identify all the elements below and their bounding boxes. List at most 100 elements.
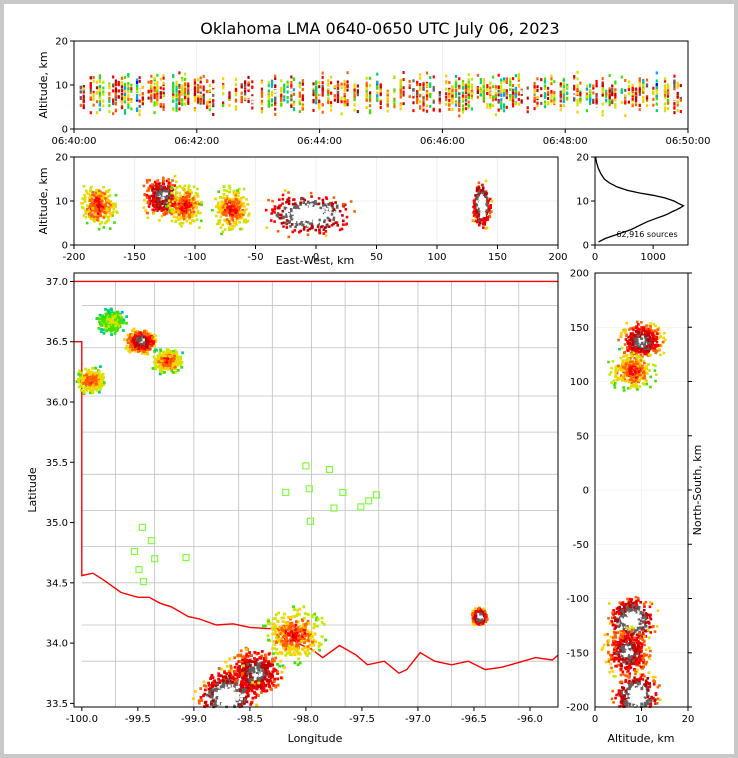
source-mark <box>422 96 425 100</box>
source-mark <box>666 83 670 87</box>
source-mark <box>224 208 227 212</box>
source-mark <box>489 86 492 90</box>
source-mark <box>96 205 100 209</box>
source-mark <box>485 197 489 200</box>
source-mark <box>260 93 264 97</box>
source-mark <box>117 95 120 99</box>
source-mark <box>301 94 304 98</box>
source-mark <box>286 96 289 100</box>
source-mark <box>150 84 153 88</box>
source-mark <box>318 103 321 107</box>
source-mark <box>234 83 238 87</box>
source-mark <box>306 233 310 237</box>
source-mark <box>241 210 244 214</box>
source-mark <box>199 85 202 89</box>
source-mark <box>481 218 484 222</box>
source-mark <box>290 84 293 88</box>
source-mark <box>184 216 188 220</box>
source-mark <box>152 355 156 359</box>
source-mark <box>135 78 139 82</box>
source-mark <box>285 213 288 216</box>
source-mark <box>318 81 321 85</box>
source-mark <box>297 213 301 216</box>
source-mark <box>497 85 500 89</box>
source-mark <box>330 204 334 207</box>
source-mark <box>365 95 368 99</box>
source-mark <box>445 92 448 96</box>
source-mark <box>192 185 196 189</box>
source-mark <box>175 80 178 84</box>
source-mark <box>111 316 115 320</box>
source-mark <box>130 107 133 111</box>
source-mark <box>156 89 159 93</box>
source-mark <box>287 235 291 239</box>
source-mark <box>199 76 202 80</box>
source-mark <box>302 209 305 212</box>
source-mark <box>356 97 359 101</box>
source-mark <box>121 329 125 332</box>
source-mark <box>634 87 638 91</box>
source-mark <box>271 208 274 211</box>
source-mark <box>399 88 402 92</box>
source-mark <box>212 89 215 93</box>
source-mark <box>379 92 382 96</box>
source-mark <box>611 99 614 103</box>
source-mark <box>416 90 419 94</box>
source-mark <box>281 193 285 197</box>
source-mark <box>178 83 181 87</box>
source-mark <box>142 184 146 188</box>
source-mark <box>638 87 641 91</box>
source-mark <box>461 86 465 90</box>
source-mark <box>503 109 506 113</box>
source-mark <box>89 111 92 115</box>
source-mark <box>232 201 236 205</box>
source-mark <box>115 310 119 314</box>
source-mark <box>114 98 118 102</box>
source-mark <box>500 80 503 84</box>
source-mark <box>130 87 133 91</box>
source-mark <box>349 200 353 203</box>
source-mark <box>98 222 102 226</box>
source-mark <box>172 84 175 88</box>
source-mark <box>562 95 565 99</box>
source-mark <box>104 326 108 330</box>
source-mark <box>188 189 192 192</box>
source-mark <box>226 208 229 211</box>
source-mark <box>330 216 333 219</box>
source-mark <box>108 110 111 114</box>
source-mark <box>273 205 277 208</box>
source-mark <box>172 357 175 361</box>
source-mark <box>299 207 303 211</box>
source-mark <box>219 226 223 229</box>
source-mark <box>222 77 225 81</box>
source-mark <box>102 331 106 335</box>
source-mark <box>127 105 130 109</box>
source-mark <box>234 223 238 226</box>
source-mark <box>240 85 243 89</box>
source-mark <box>620 90 623 94</box>
source-mark <box>180 360 184 364</box>
source-mark <box>162 182 166 186</box>
source-mark <box>163 357 167 360</box>
source-mark <box>346 99 349 103</box>
source-mark <box>180 224 183 228</box>
source-mark <box>127 87 130 91</box>
source-mark <box>386 96 389 100</box>
source-mark <box>461 80 465 84</box>
source-mark <box>432 86 435 90</box>
source-mark <box>467 100 470 104</box>
source-mark <box>234 91 238 95</box>
source-mark <box>642 86 645 90</box>
source-mark <box>220 203 223 207</box>
source-mark <box>113 221 116 224</box>
source-mark <box>274 98 277 102</box>
source-mark <box>576 77 579 81</box>
source-mark <box>86 207 89 211</box>
source-mark <box>234 193 237 197</box>
source-mark <box>464 107 468 111</box>
source-mark <box>293 218 297 222</box>
source-mark <box>217 201 220 205</box>
source-mark <box>573 76 576 80</box>
source-mark <box>228 187 232 190</box>
source-mark <box>102 318 106 322</box>
